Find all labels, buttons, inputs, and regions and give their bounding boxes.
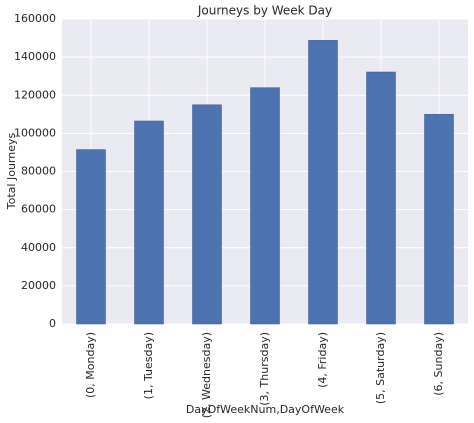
x-tick-label: (1, Tuesday) — [142, 332, 155, 399]
y-tick-label: 160000 — [14, 12, 56, 25]
y-axis-label: Total Journeys — [5, 133, 18, 211]
y-tick-label: 100000 — [14, 126, 56, 139]
y-tick-label: 0 — [49, 317, 56, 330]
chart-title: Journeys by Week Day — [197, 4, 332, 18]
bar — [424, 114, 454, 325]
y-tick-label: 20000 — [21, 279, 56, 292]
x-axis-label: DayOfWeekNum,DayOfWeek — [186, 403, 345, 416]
x-tick-label: (3, Thursday) — [258, 332, 271, 406]
x-tick-label: (2, Wednesday) — [200, 332, 213, 418]
bar — [76, 149, 106, 325]
x-tick-label: (0, Monday) — [84, 332, 97, 398]
bar — [134, 120, 164, 325]
bar — [308, 40, 338, 325]
bar — [250, 87, 280, 325]
bar — [366, 71, 396, 325]
x-tick-label: (6, Sunday) — [432, 332, 445, 396]
bar — [192, 104, 222, 325]
y-tick-label: 60000 — [21, 203, 56, 216]
y-tick-label: 80000 — [21, 165, 56, 178]
y-tick-label: 40000 — [21, 241, 56, 254]
y-tick-label: 140000 — [14, 50, 56, 63]
y-tick-label: 120000 — [14, 88, 56, 101]
x-tick-label: (4, Friday) — [316, 332, 329, 388]
x-tick-label: (5, Saturday) — [374, 332, 387, 404]
